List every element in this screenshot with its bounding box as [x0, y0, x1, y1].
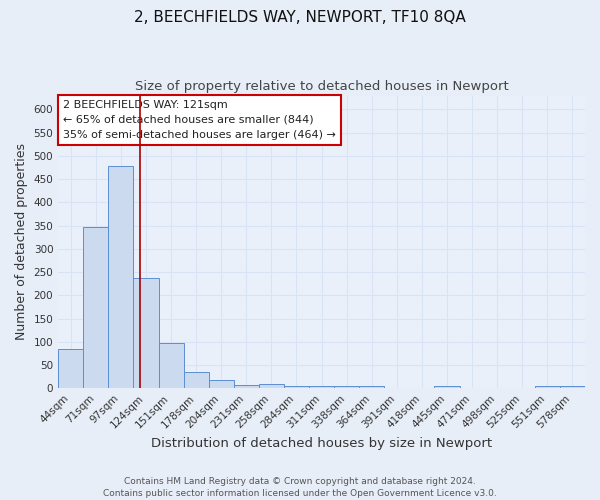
- Bar: [58, 349, 83, 389]
- Text: 2 BEECHFIELDS WAY: 121sqm
← 65% of detached houses are smaller (844)
35% of semi: 2 BEECHFIELDS WAY: 121sqm ← 65% of detac…: [64, 100, 337, 140]
- Title: Size of property relative to detached houses in Newport: Size of property relative to detached ho…: [135, 80, 508, 93]
- Bar: [133, 278, 158, 388]
- Bar: [234, 385, 259, 388]
- Bar: [309, 386, 334, 388]
- X-axis label: Distribution of detached houses by size in Newport: Distribution of detached houses by size …: [151, 437, 492, 450]
- Bar: [284, 386, 309, 388]
- Bar: [434, 386, 460, 388]
- Bar: [109, 166, 133, 388]
- Bar: [259, 384, 284, 388]
- Bar: [209, 380, 234, 388]
- Y-axis label: Number of detached properties: Number of detached properties: [15, 144, 28, 340]
- Text: 2, BEECHFIELDS WAY, NEWPORT, TF10 8QA: 2, BEECHFIELDS WAY, NEWPORT, TF10 8QA: [134, 10, 466, 25]
- Bar: [184, 372, 209, 388]
- Text: Contains HM Land Registry data © Crown copyright and database right 2024.
Contai: Contains HM Land Registry data © Crown c…: [103, 476, 497, 498]
- Bar: [535, 386, 560, 388]
- Bar: [158, 344, 184, 388]
- Bar: [83, 226, 109, 388]
- Bar: [560, 386, 585, 388]
- Bar: [359, 386, 385, 388]
- Bar: [334, 386, 359, 388]
